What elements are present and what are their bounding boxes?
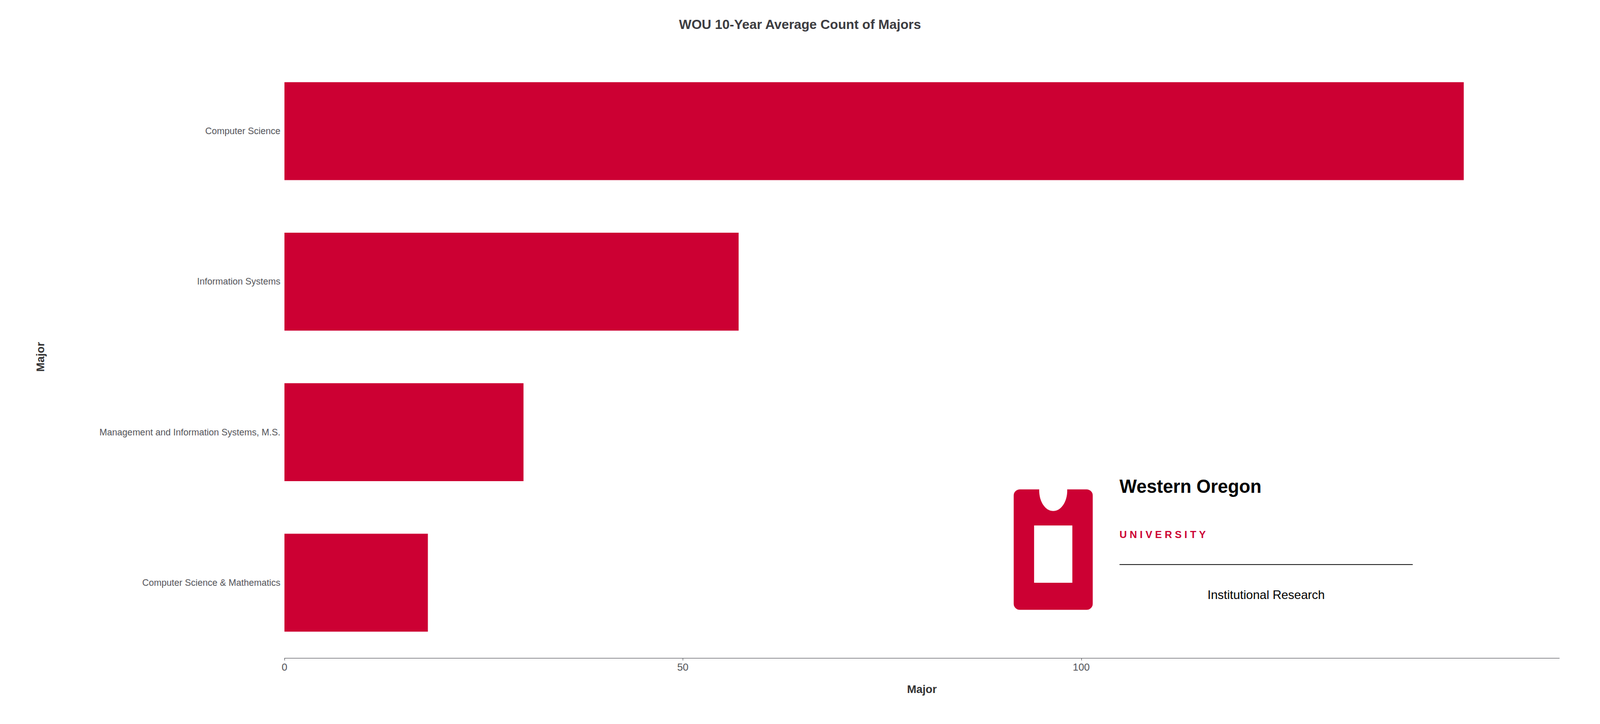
svg-text:Western Oregon: Western Oregon (1119, 475, 1262, 497)
svg-text:Computer Science: Computer Science (205, 125, 281, 137)
svg-text:Institutional Research: Institutional Research (1207, 587, 1325, 602)
svg-text:100: 100 (1072, 661, 1090, 673)
svg-text:U N I V E R S I T Y: U N I V E R S I T Y (1119, 528, 1206, 540)
svg-text:Major: Major (34, 341, 47, 372)
svg-text:Computer Science & Mathematics: Computer Science & Mathematics (142, 577, 281, 588)
svg-text:50: 50 (677, 661, 689, 673)
svg-text:Information Systems: Information Systems (197, 276, 281, 287)
svg-text:0: 0 (281, 661, 287, 673)
svg-text:Management and Information Sys: Management and Information Systems, M.S. (99, 427, 281, 438)
svg-text:Major: Major (907, 682, 938, 696)
svg-text:WOU 10-Year Average Count of M: WOU 10-Year Average Count of Majors (679, 16, 921, 32)
